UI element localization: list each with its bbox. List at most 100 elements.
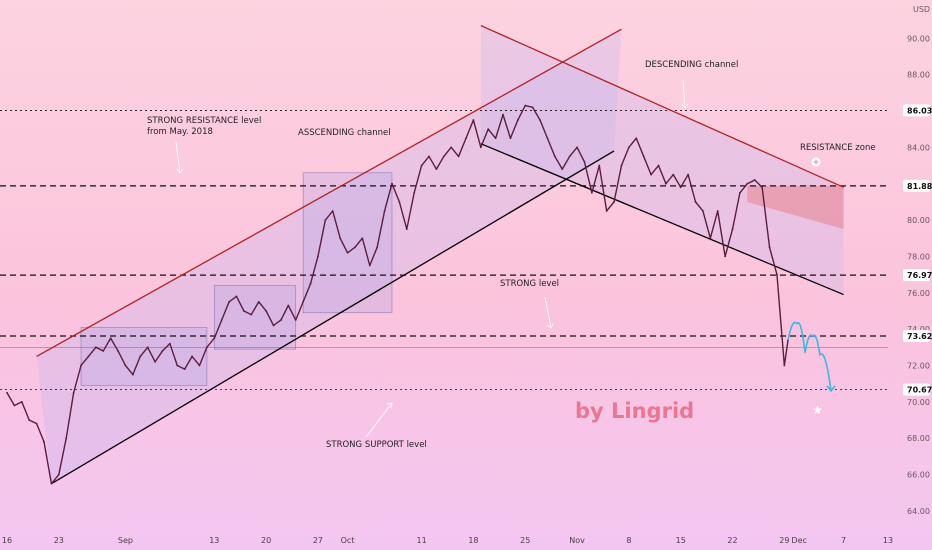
annotation-arrows — [175, 79, 689, 438]
price-point — [753, 179, 756, 181]
y-tick-label: 70.00 — [907, 398, 930, 407]
price-point — [642, 155, 645, 158]
annotation-strong-support: STRONG SUPPORT level — [326, 440, 427, 450]
y-tick-label: 80.00 — [907, 216, 930, 225]
price-point — [280, 319, 282, 321]
price-point — [109, 337, 112, 340]
price-point — [768, 246, 771, 249]
x-tick-label: 22 — [727, 536, 737, 545]
price-point — [213, 337, 216, 340]
price-point — [776, 273, 778, 276]
price-point — [746, 182, 749, 185]
price-point — [191, 355, 193, 358]
price-point — [494, 137, 497, 140]
projection-path — [787, 321, 836, 393]
price-point — [576, 146, 578, 149]
price-point — [731, 228, 734, 231]
x-tick-label: 18 — [468, 536, 478, 545]
price-series — [6, 104, 789, 485]
price-tag-label: 81.88 — [907, 182, 932, 191]
price-point — [331, 210, 334, 212]
x-tick-label: 23 — [54, 536, 64, 545]
descending-lower-line — [480, 143, 844, 296]
arrow-resistance — [175, 141, 184, 174]
price-point — [420, 164, 423, 167]
price-point — [57, 473, 60, 476]
horizontal-levels — [0, 110, 888, 391]
y-tick-label: 84.00 — [907, 143, 930, 152]
price-point — [309, 282, 312, 285]
price-tag-73.62 — [903, 330, 930, 343]
x-tick-label: 13 — [209, 536, 219, 545]
descending-upper-line — [480, 24, 844, 188]
price-tag-label: 76.97 — [907, 271, 932, 280]
price-point — [220, 319, 223, 321]
consolidation-box-1 — [80, 327, 208, 386]
price-point — [235, 295, 238, 298]
channel-shading — [36, 25, 844, 484]
ascending-upper-line — [36, 28, 622, 357]
price-point — [124, 364, 127, 367]
y-tick-label: 72.00 — [907, 361, 930, 370]
plus-icon — [811, 157, 821, 167]
descending-channel-area — [480, 25, 844, 295]
price-tags: 86.03 81.88 76.97 73.62 70.67 — [903, 104, 932, 396]
annotation-strong-resistance-sub: from May. 2018 — [147, 127, 213, 137]
price-point — [339, 237, 342, 240]
price-point — [709, 237, 712, 240]
y-tick-label: 76.00 — [907, 289, 930, 298]
price-point — [716, 210, 719, 212]
price-point — [435, 168, 438, 171]
price-point — [6, 391, 8, 394]
price-point — [302, 300, 305, 303]
x-tick-label: 11 — [416, 536, 426, 545]
annotation-strong-level: STRONG level — [500, 279, 559, 289]
price-point — [783, 364, 786, 367]
price-point — [139, 355, 142, 358]
price-tag-86.03 — [903, 104, 930, 117]
price-point — [205, 346, 208, 349]
price-point — [739, 191, 741, 194]
price-point — [687, 173, 690, 176]
y-tick-label: 74.00 — [907, 325, 930, 334]
price-point — [168, 342, 171, 345]
y-tick-label: 64.00 — [907, 507, 930, 516]
price-tag-70.67 — [903, 383, 930, 396]
price-point — [650, 173, 652, 176]
x-tick-label: 7 — [841, 536, 846, 545]
price-point — [702, 210, 704, 212]
ascending-lower-line — [51, 150, 615, 485]
price-point — [294, 319, 297, 321]
price-point — [472, 119, 475, 121]
price-point — [287, 304, 290, 307]
projection-arrowhead — [826, 385, 836, 393]
price-point — [250, 313, 253, 316]
price-point — [398, 200, 401, 203]
x-tick-label: 8 — [626, 536, 631, 545]
currency-label: USD — [913, 5, 930, 14]
y-tick-label: 78.00 — [907, 252, 930, 261]
price-point — [450, 146, 453, 149]
price-point — [465, 137, 467, 140]
price-point — [502, 113, 504, 116]
ascending-channel-area — [36, 29, 622, 484]
price-point — [243, 310, 245, 312]
x-tick-label: Sep — [118, 536, 133, 545]
price-point — [198, 364, 201, 367]
price-point — [657, 164, 660, 167]
price-point — [553, 155, 556, 158]
x-axis: 16 23 Sep 13 20 27 Oct 11 18 25 Nov 8 15 22 29 Dec 7 13 — [2, 536, 893, 545]
price-point — [65, 437, 68, 440]
price-point — [509, 137, 512, 140]
annotation-strong-resistance: STRONG RESISTANCE level — [147, 116, 261, 126]
price-point — [87, 355, 90, 358]
x-tick-label: Dec — [791, 536, 806, 545]
annotation-resistance-zone: RESISTANCE zone — [800, 143, 876, 153]
y-axis: USD 64.00 66.00 68.00 70.00 72.00 74.00 76.00 7… — [903, 5, 932, 516]
price-point — [80, 364, 82, 367]
annotation-descending-channel: DESCENDING channel — [645, 60, 738, 70]
price-point — [413, 191, 416, 194]
price-point — [516, 119, 519, 121]
